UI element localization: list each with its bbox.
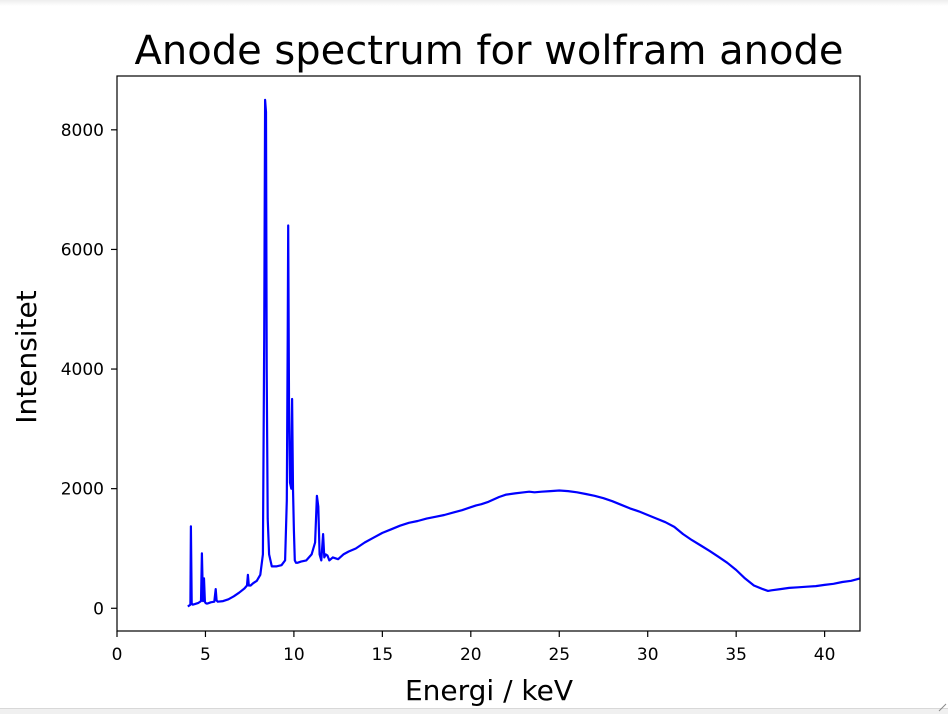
- plot-area: [117, 76, 860, 631]
- x-tick-label: 0: [112, 645, 123, 665]
- series-line-0: [187, 98, 861, 608]
- x-tick-label: 30: [637, 645, 659, 665]
- series-lines: [187, 98, 861, 608]
- x-tick-label: 5: [200, 645, 211, 665]
- y-axis-label: Intensitet: [10, 290, 43, 424]
- y-tick-label: 0: [93, 599, 104, 619]
- x-axis: 0 5 10 15 20 25 30 35 40: [112, 631, 836, 665]
- x-tick-label: 40: [814, 645, 836, 665]
- x-axis-label: Energi / keV: [405, 674, 573, 707]
- window-top-edge: [0, 0, 948, 6]
- x-tick-label: 20: [460, 645, 482, 665]
- y-tick-label: 2000: [61, 480, 104, 500]
- window-bottom-strip: [0, 708, 948, 714]
- y-tick-label: 6000: [61, 240, 104, 260]
- resize-grip-icon[interactable]: [937, 702, 947, 712]
- y-axis: 0 2000 4000 6000 8000: [61, 121, 117, 619]
- x-tick-label: 10: [283, 645, 305, 665]
- x-tick-label: 35: [725, 645, 747, 665]
- y-tick-label: 8000: [61, 121, 104, 141]
- y-tick-label: 4000: [61, 360, 104, 380]
- chart-title: Anode spectrum for wolfram anode: [135, 28, 844, 74]
- x-tick-label: 15: [372, 645, 394, 665]
- x-tick-label: 25: [548, 645, 570, 665]
- plot-frame: [116, 75, 861, 632]
